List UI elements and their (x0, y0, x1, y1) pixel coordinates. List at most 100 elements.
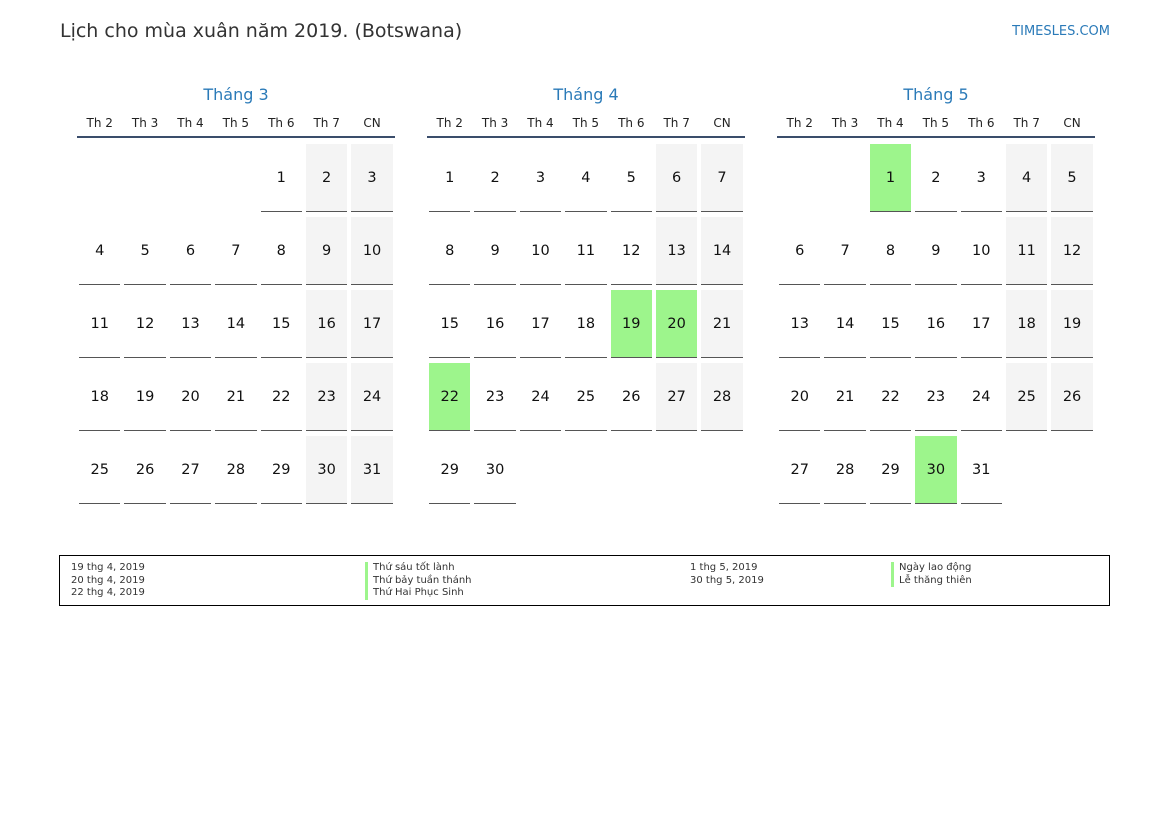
day-cell[interactable]: 4 (565, 144, 607, 212)
holiday-day-cell[interactable]: 30 (915, 436, 957, 504)
day-cell[interactable]: 11 (565, 217, 607, 285)
day-cell[interactable]: 20 (779, 363, 821, 431)
month-name: Tháng 5 (903, 85, 969, 104)
day-cell[interactable]: 5 (124, 217, 166, 285)
day-cell[interactable]: 6 (779, 217, 821, 285)
day-cell[interactable]: 6 (655, 144, 698, 212)
weekday-label: CN (363, 116, 381, 130)
day-cell[interactable]: 8 (260, 217, 302, 285)
day-cell[interactable]: 27 (779, 436, 821, 504)
day-cell[interactable]: 14 (824, 290, 866, 358)
day-cell[interactable]: 16 (474, 290, 516, 358)
day-cell[interactable]: 14 (215, 290, 257, 358)
day-cell[interactable]: 16 (305, 290, 348, 358)
day-cell[interactable]: 4 (1005, 144, 1048, 212)
day-cell[interactable]: 9 (474, 217, 516, 285)
weekday-label: Th 6 (268, 116, 295, 130)
day-cell[interactable]: 13 (169, 290, 212, 358)
day-cell[interactable]: 18 (565, 290, 607, 358)
day-cell[interactable]: 28 (701, 363, 743, 431)
day-cell[interactable]: 17 (960, 290, 1002, 358)
day-cell[interactable]: 26 (610, 363, 652, 431)
day-cell[interactable]: 2 (915, 144, 957, 212)
day-cell[interactable]: 9 (915, 217, 957, 285)
day-cell[interactable]: 23 (474, 363, 516, 431)
day-cell[interactable]: 7 (215, 217, 257, 285)
day-cell[interactable]: 11 (1005, 217, 1048, 285)
day-cell[interactable]: 29 (429, 436, 471, 504)
day-cell[interactable]: 22 (260, 363, 302, 431)
day-cell[interactable]: 14 (701, 217, 743, 285)
day-cell[interactable]: 19 (124, 363, 166, 431)
day-cell[interactable]: 12 (124, 290, 166, 358)
day-cell[interactable]: 10 (960, 217, 1002, 285)
day-cell[interactable]: 31 (960, 436, 1002, 504)
day-cell[interactable]: 13 (779, 290, 821, 358)
month-calendar: Tháng 5 Th 2 Th 3 Th 4 Th 5 Th 6 Th 7 CN 1 2 3 4 5 6 7… (777, 84, 1095, 506)
calendar-week: 22 23 24 25 26 27 28 (427, 360, 745, 433)
day-cell[interactable]: 30 (305, 436, 348, 504)
day-cell[interactable]: 15 (429, 290, 471, 358)
day-cell[interactable]: 9 (305, 217, 348, 285)
holiday-day-cell[interactable]: 19 (610, 290, 652, 358)
day-cell[interactable]: 1 (260, 144, 302, 212)
day-cell[interactable]: 29 (260, 436, 302, 504)
day-cell[interactable]: 2 (305, 144, 348, 212)
day-cell[interactable]: 30 (474, 436, 516, 504)
day-cell[interactable]: 8 (429, 217, 471, 285)
day-cell[interactable]: 3 (519, 144, 562, 212)
day-cell[interactable]: 27 (655, 363, 698, 431)
day-cell[interactable]: 26 (124, 436, 166, 504)
day-cell[interactable]: 13 (655, 217, 698, 285)
day-cell[interactable]: 12 (1051, 217, 1093, 285)
day-cell[interactable]: 18 (79, 363, 121, 431)
day-cell[interactable]: 15 (869, 290, 912, 358)
day-cell[interactable]: 7 (824, 217, 866, 285)
day-cell[interactable]: 17 (519, 290, 562, 358)
site-link[interactable]: TIMESLES.COM (1012, 24, 1110, 39)
day-cell[interactable]: 21 (701, 290, 743, 358)
day-cell[interactable]: 27 (169, 436, 212, 504)
holiday-day-cell[interactable]: 1 (869, 144, 912, 212)
day-cell[interactable]: 25 (565, 363, 607, 431)
day-cell[interactable]: 29 (869, 436, 912, 504)
day-cell[interactable]: 22 (869, 363, 912, 431)
day-cell[interactable]: 3 (960, 144, 1002, 212)
holiday-day-cell[interactable]: 20 (655, 290, 698, 358)
day-cell[interactable]: 28 (215, 436, 257, 504)
day-cell[interactable]: 25 (79, 436, 121, 504)
day-cell[interactable]: 6 (169, 217, 212, 285)
day-cell[interactable]: 18 (1005, 290, 1048, 358)
day-cell[interactable]: 2 (474, 144, 516, 212)
day-cell[interactable]: 24 (960, 363, 1002, 431)
day-cell[interactable]: 26 (1051, 363, 1093, 431)
calendar-week: 20 21 22 23 24 25 26 (777, 360, 1095, 433)
day-cell[interactable]: 8 (869, 217, 912, 285)
day-cell[interactable]: 3 (351, 144, 393, 212)
day-cell[interactable]: 23 (915, 363, 957, 431)
day-cell[interactable]: 25 (1005, 363, 1048, 431)
day-cell[interactable]: 23 (305, 363, 348, 431)
day-cell[interactable]: 17 (351, 290, 393, 358)
day-cell[interactable]: 11 (79, 290, 121, 358)
day-cell[interactable]: 4 (79, 217, 121, 285)
holiday-day-cell[interactable]: 22 (429, 363, 471, 431)
day-cell[interactable]: 28 (824, 436, 866, 504)
day-cell[interactable]: 21 (215, 363, 257, 431)
day-cell[interactable]: 5 (1051, 144, 1093, 212)
day-cell[interactable]: 7 (701, 144, 743, 212)
day-cell[interactable]: 19 (1051, 290, 1093, 358)
day-cell[interactable]: 24 (351, 363, 393, 431)
day-cell[interactable]: 31 (351, 436, 393, 504)
day-cell[interactable]: 1 (429, 144, 471, 212)
day-cell[interactable]: 24 (519, 363, 562, 431)
day-cell[interactable]: 15 (260, 290, 302, 358)
day-cell[interactable]: 20 (169, 363, 212, 431)
day-cell[interactable]: 5 (610, 144, 652, 212)
day-cell[interactable]: 10 (351, 217, 393, 285)
day-cell[interactable]: 21 (824, 363, 866, 431)
day-cell[interactable]: 10 (519, 217, 562, 285)
day-cell[interactable]: 16 (915, 290, 957, 358)
day-cell[interactable]: 12 (610, 217, 652, 285)
